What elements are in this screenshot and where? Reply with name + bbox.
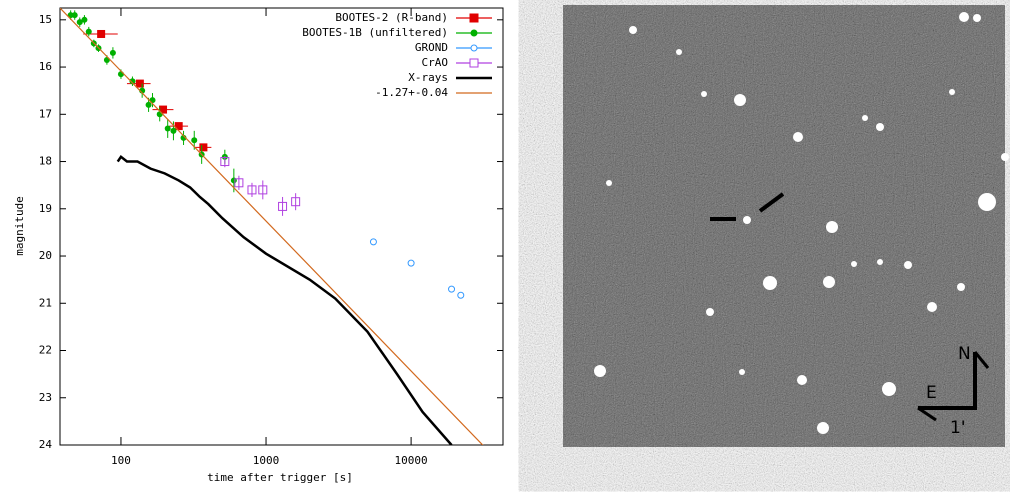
y-tick-label: 17 (39, 107, 52, 120)
figure: magnitude time after trigger [s] 15 16 17 1… (0, 0, 1010, 493)
legend-marker (471, 30, 477, 36)
legend-marker (471, 30, 477, 36)
legend-marker (470, 59, 478, 67)
point (170, 128, 176, 134)
point (165, 125, 171, 131)
x-tick-label: 1000 (253, 454, 280, 467)
legend-marker (470, 59, 478, 67)
point (97, 30, 105, 38)
y-tick-label: 16 (39, 60, 52, 73)
legend-label: BOOTES-2 (R-band) (335, 11, 448, 24)
point (157, 111, 163, 117)
legend-label: -1.27+-0.04 (375, 86, 448, 99)
point (110, 50, 116, 56)
point (199, 143, 207, 151)
legend-marker (470, 14, 478, 22)
y-tick-label: 15 (39, 13, 52, 26)
legend-marker (471, 45, 477, 51)
point (136, 80, 144, 88)
north-label: N (958, 344, 971, 364)
point (370, 239, 376, 245)
y-tick-label: 22 (39, 344, 52, 357)
point (146, 102, 152, 108)
y-tick-label: 20 (39, 249, 52, 262)
point (86, 29, 92, 35)
legend-label: CrAO (422, 56, 449, 69)
point (81, 17, 87, 23)
legend-label: X-rays (408, 71, 448, 84)
x-axis-label: time after trigger [s] (207, 471, 353, 484)
chart: magnitude time after trigger [s] 15 16 17 1… (13, 8, 503, 484)
point (408, 260, 414, 266)
y-axis-label: magnitude (13, 196, 26, 256)
legend-label: GROND (415, 41, 448, 54)
series-line (118, 157, 452, 445)
x-tick-label: 100 (111, 454, 131, 467)
y-tick-label: 19 (39, 202, 52, 215)
point (175, 122, 183, 130)
y-tick-label: 23 (39, 391, 52, 404)
legend-marker (470, 14, 478, 22)
east-label: E (926, 383, 937, 403)
point (118, 71, 124, 77)
legend-marker (471, 45, 477, 51)
legend-label: BOOTES-1B (unfiltered) (302, 26, 448, 39)
scale-label: 1' (950, 418, 966, 438)
x-tick-label: 10000 (395, 454, 428, 467)
y-tick-label: 21 (39, 296, 52, 309)
point (449, 286, 455, 292)
y-tick-label: 24 (39, 438, 53, 451)
sky-image: N E 1' (563, 5, 1009, 447)
y-tick-label: 18 (39, 155, 52, 168)
point (72, 12, 78, 18)
point (191, 137, 197, 143)
point (458, 292, 464, 298)
